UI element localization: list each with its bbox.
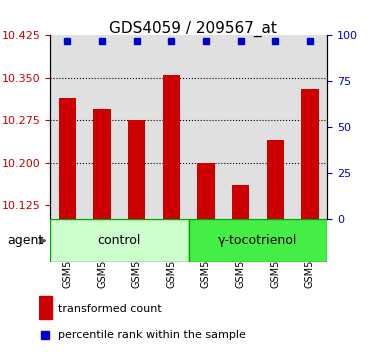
Bar bbox=[128, 120, 145, 219]
Bar bbox=[197, 163, 215, 219]
Bar bbox=[85, 35, 119, 219]
Bar bbox=[162, 75, 180, 219]
Bar bbox=[258, 35, 293, 219]
Text: GDS4059 / 209567_at: GDS4059 / 209567_at bbox=[109, 21, 276, 38]
Bar bbox=[223, 35, 258, 219]
Bar bbox=[50, 35, 85, 219]
Bar bbox=[119, 35, 154, 219]
Text: agent: agent bbox=[8, 234, 44, 247]
FancyBboxPatch shape bbox=[50, 219, 189, 262]
FancyBboxPatch shape bbox=[189, 219, 327, 262]
Bar bbox=[59, 98, 76, 219]
Bar bbox=[266, 140, 284, 219]
Text: control: control bbox=[98, 234, 141, 247]
Bar bbox=[301, 89, 318, 219]
Bar bbox=[232, 185, 249, 219]
Bar bbox=[93, 109, 111, 219]
Text: γ-tocotrienol: γ-tocotrienol bbox=[218, 234, 298, 247]
Bar bbox=[154, 35, 189, 219]
Bar bbox=[293, 35, 327, 219]
Text: percentile rank within the sample: percentile rank within the sample bbox=[58, 330, 246, 339]
Bar bbox=[38, 296, 52, 319]
Bar bbox=[189, 35, 223, 219]
Text: transformed count: transformed count bbox=[58, 304, 162, 314]
